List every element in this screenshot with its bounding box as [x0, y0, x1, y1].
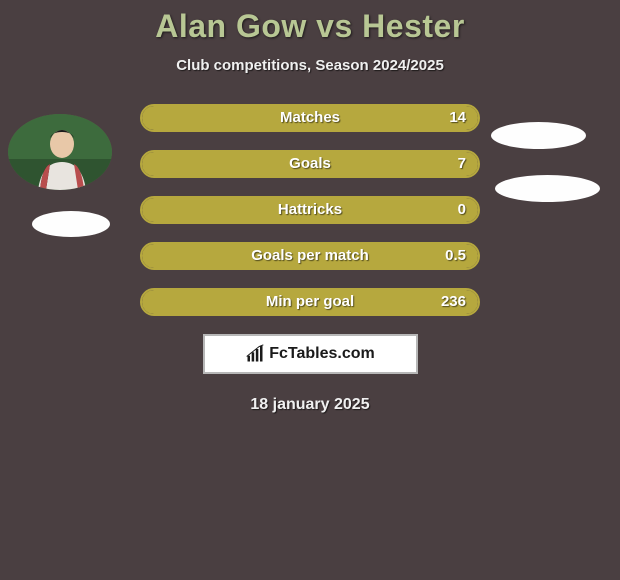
stat-row: Matches14	[140, 104, 480, 132]
comparison-card: Alan Gow vs Hester Club competitions, Se…	[0, 0, 620, 414]
stat-label: Matches	[142, 106, 478, 130]
stat-label: Goals per match	[142, 244, 478, 268]
date-label: 18 january 2025	[0, 396, 620, 414]
stat-label: Goals	[142, 152, 478, 176]
subtitle: Club competitions, Season 2024/2025	[0, 57, 620, 74]
stat-row: Hattricks0	[140, 196, 480, 224]
stat-value: 236	[441, 290, 466, 314]
stat-value: 0	[458, 198, 466, 222]
ellipse-decor-right-2	[495, 175, 600, 202]
brand-box[interactable]: FcTables.com	[203, 334, 418, 374]
player-avatar-left	[8, 114, 112, 190]
stat-label: Hattricks	[142, 198, 478, 222]
stats-area: Matches14 Goals7 Hattricks0 Goals per match…	[0, 104, 620, 316]
stat-value: 7	[458, 152, 466, 176]
avatar-placeholder-icon	[8, 114, 112, 190]
stat-value: 0.5	[445, 244, 466, 268]
stat-row: Goals7	[140, 150, 480, 178]
ellipse-decor-right-1	[491, 122, 586, 149]
page-title: Alan Gow vs Hester	[0, 8, 620, 45]
chart-bars-icon	[245, 344, 265, 364]
brand-text: FcTables.com	[269, 345, 375, 363]
stat-row: Goals per match0.5	[140, 242, 480, 270]
stat-label: Min per goal	[142, 290, 478, 314]
stat-row: Min per goal236	[140, 288, 480, 316]
stat-value: 14	[449, 106, 466, 130]
ellipse-decor-left	[32, 211, 110, 237]
